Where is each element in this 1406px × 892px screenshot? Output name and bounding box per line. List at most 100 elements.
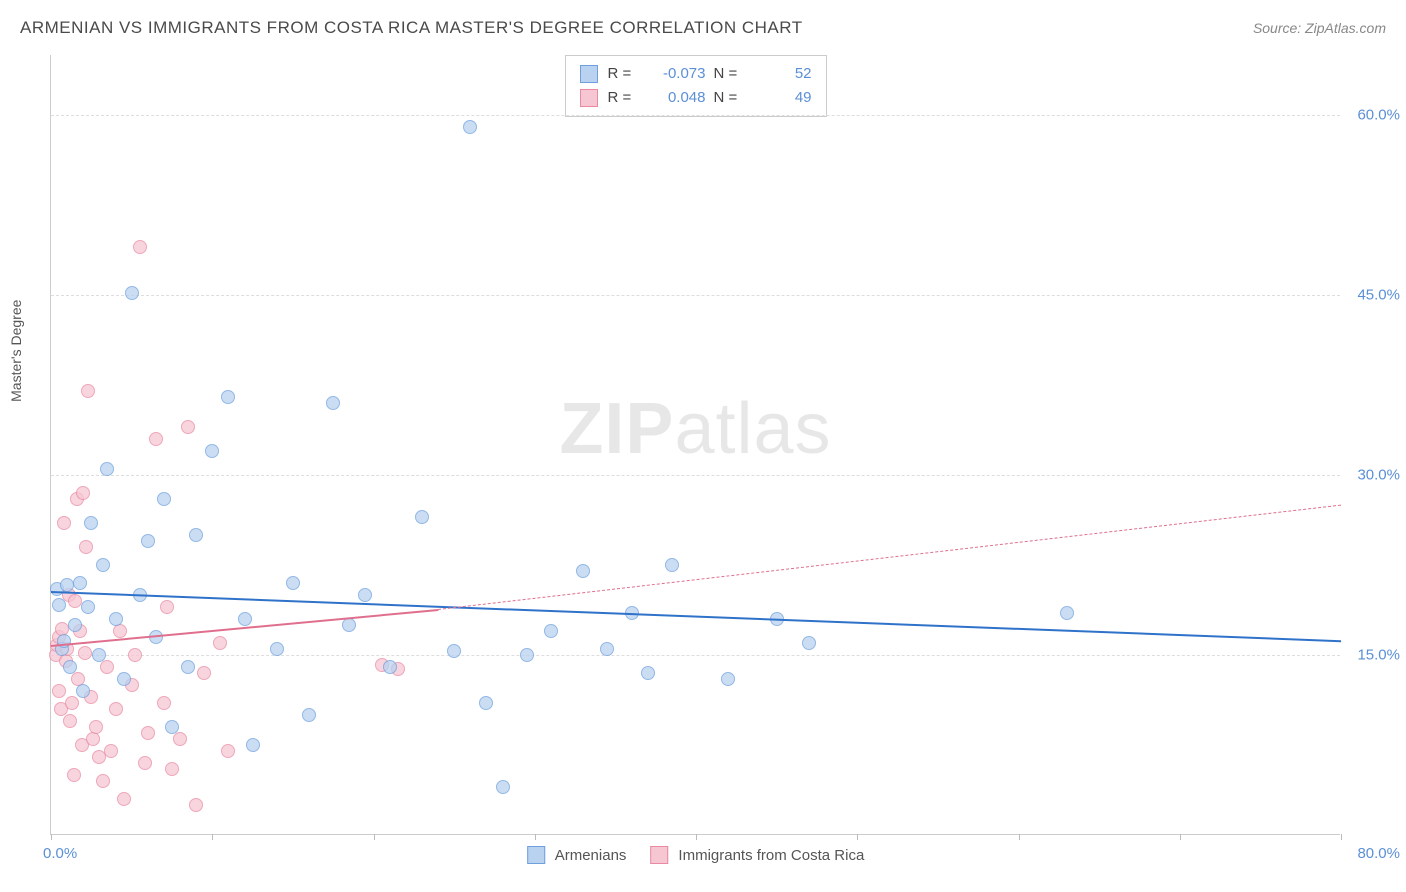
series-b-point <box>79 540 93 554</box>
series-b-point <box>160 600 174 614</box>
y-tick-label: 60.0% <box>1357 107 1400 124</box>
series-a-point <box>60 578 74 592</box>
chart-header: ARMENIAN VS IMMIGRANTS FROM COSTA RICA M… <box>20 18 1386 38</box>
series-b-point <box>63 714 77 728</box>
series-b-point <box>128 648 142 662</box>
x-tick <box>696 834 697 840</box>
n-value-b: 49 <box>752 86 812 110</box>
series-a-point <box>84 516 98 530</box>
swatch-b-icon <box>650 846 668 864</box>
series-a-point <box>600 642 614 656</box>
series-b-point <box>67 768 81 782</box>
x-tick <box>857 834 858 840</box>
series-b-point <box>149 432 163 446</box>
series-a-point <box>117 672 131 686</box>
series-b-point <box>157 696 171 710</box>
legend-label-b: Immigrants from Costa Rica <box>678 847 864 864</box>
series-b-point <box>181 420 195 434</box>
series-a-point <box>383 660 397 674</box>
series-a-point <box>576 564 590 578</box>
series-b-point <box>100 660 114 674</box>
series-b-point <box>76 486 90 500</box>
series-a-point <box>342 618 356 632</box>
series-a-point <box>479 696 493 710</box>
legend-row-a: R = -0.073 N = 52 <box>580 62 812 86</box>
series-b-point <box>89 720 103 734</box>
swatch-a-icon <box>527 846 545 864</box>
n-label-a: N = <box>714 62 744 86</box>
series-a-point <box>238 612 252 626</box>
series-b-point <box>109 702 123 716</box>
series-a-point <box>157 492 171 506</box>
r-value-a: -0.073 <box>646 62 706 86</box>
legend-item-a: Armenians <box>527 846 627 864</box>
series-b-point <box>86 732 100 746</box>
series-b-point <box>52 684 66 698</box>
gridline <box>51 475 1340 476</box>
watermark-bold: ZIP <box>559 389 674 469</box>
gridline <box>51 295 1340 296</box>
series-a-point <box>92 648 106 662</box>
x-axis-max-label: 80.0% <box>1357 845 1400 862</box>
series-b-point <box>173 732 187 746</box>
n-value-a: 52 <box>752 62 812 86</box>
series-a-point <box>415 510 429 524</box>
chart-source: Source: ZipAtlas.com <box>1253 20 1386 36</box>
series-b-point <box>57 516 71 530</box>
y-axis-title: Master's Degree <box>8 299 24 401</box>
series-b-point <box>81 384 95 398</box>
series-b-point <box>117 792 131 806</box>
series-b-point <box>197 666 211 680</box>
n-label-b: N = <box>714 86 744 110</box>
gridline <box>51 115 1340 116</box>
series-a-point <box>641 666 655 680</box>
legend-item-b: Immigrants from Costa Rica <box>650 846 864 864</box>
series-b-point <box>96 774 110 788</box>
series-a-point <box>544 624 558 638</box>
swatch-series-a <box>580 65 598 83</box>
series-b-point <box>68 594 82 608</box>
series-a-point <box>665 558 679 572</box>
series-a-point <box>76 684 90 698</box>
series-a-point <box>270 642 284 656</box>
r-value-b: 0.048 <box>646 86 706 110</box>
series-a-point <box>205 444 219 458</box>
series-a-point <box>181 660 195 674</box>
y-tick-label: 45.0% <box>1357 287 1400 304</box>
series-a-point <box>68 618 82 632</box>
legend-label-a: Armenians <box>555 847 627 864</box>
series-a-point <box>96 558 110 572</box>
series-a-point <box>52 598 66 612</box>
series-a-point <box>286 576 300 590</box>
series-a-point <box>721 672 735 686</box>
watermark-light: atlas <box>674 389 831 469</box>
x-tick <box>374 834 375 840</box>
series-a-point <box>189 528 203 542</box>
x-tick <box>51 834 52 840</box>
series-b-point <box>165 762 179 776</box>
series-a-point <box>165 720 179 734</box>
x-tick <box>1341 834 1342 840</box>
series-b-point <box>113 624 127 638</box>
series-b-point <box>141 726 155 740</box>
series-a-point <box>81 600 95 614</box>
series-a-point <box>125 286 139 300</box>
series-a-point <box>802 636 816 650</box>
series-a-point <box>109 612 123 626</box>
series-legend: Armenians Immigrants from Costa Rica <box>527 846 865 864</box>
series-a-point <box>221 390 235 404</box>
series-b-point <box>65 696 79 710</box>
x-tick <box>1180 834 1181 840</box>
x-tick <box>1019 834 1020 840</box>
y-tick-label: 15.0% <box>1357 647 1400 664</box>
series-a-point <box>302 708 316 722</box>
series-a-point <box>246 738 260 752</box>
series-a-point <box>447 644 461 658</box>
series-a-point <box>100 462 114 476</box>
x-axis-min-label: 0.0% <box>43 845 77 862</box>
series-a-point <box>1060 606 1074 620</box>
trend-line-b-dashed <box>438 505 1341 610</box>
chart-plot-area: Master's Degree ZIPatlas R = -0.073 N = … <box>50 55 1340 835</box>
x-tick <box>535 834 536 840</box>
legend-row-b: R = 0.048 N = 49 <box>580 86 812 110</box>
